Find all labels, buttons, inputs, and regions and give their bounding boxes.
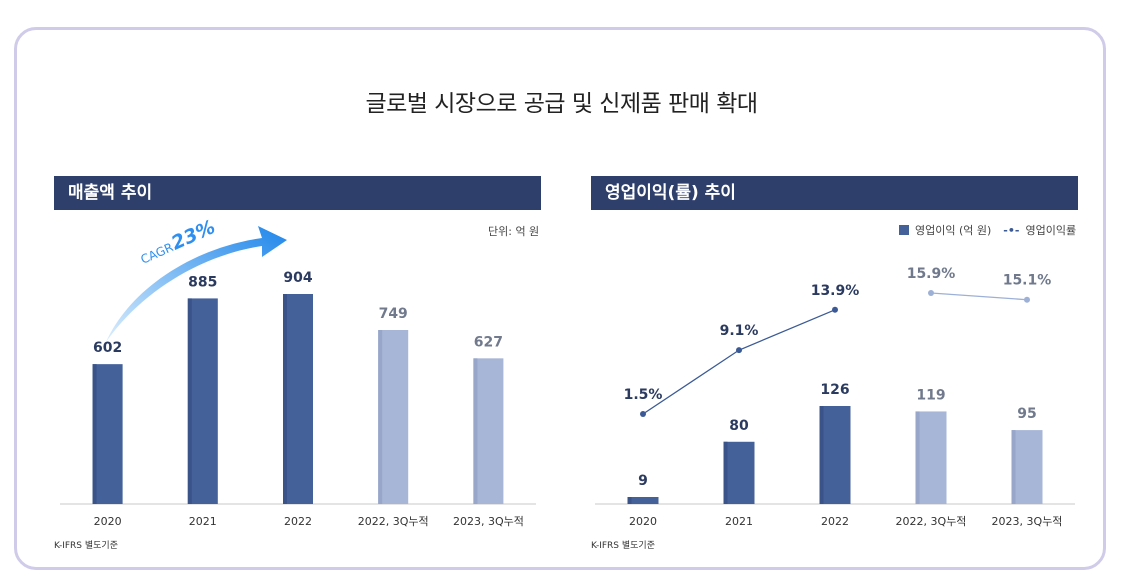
- operating-profit-footnote: K-IFRS 별도기준: [591, 541, 655, 551]
- operating-profit-panel-header: 영업이익(률) 추이: [591, 176, 1078, 210]
- revenue-footnote: K-IFRS 별도기준: [54, 541, 118, 551]
- page-title: 글로벌 시장으로 공급 및 신제품 판매 확대: [365, 91, 758, 117]
- legend-bar-swatch: [899, 225, 909, 235]
- legend-line-marker: -•-: [1003, 223, 1020, 237]
- revenue-panel-header: 매출액 추이: [54, 176, 541, 210]
- unit-note: 단위: 억 원: [488, 225, 540, 238]
- legend-bar-label: 영업이익 (억 원): [915, 224, 992, 237]
- chart-legend: 영업이익 (억 원) -•- 영업이익률: [899, 222, 1076, 238]
- legend-line-label: 영업이익률: [1025, 224, 1077, 237]
